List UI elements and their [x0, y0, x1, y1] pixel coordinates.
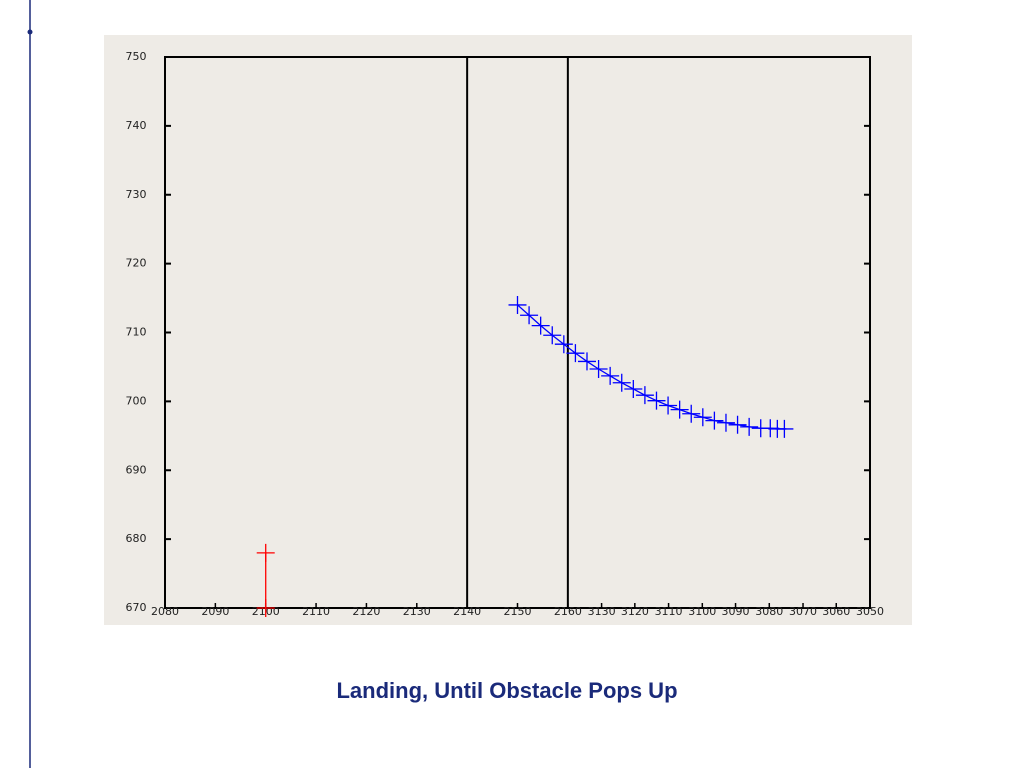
chart-background	[104, 35, 912, 625]
x-tick-label: 2150	[504, 605, 532, 618]
x-tick-label: 3080	[755, 605, 783, 618]
y-tick-label: 750	[126, 50, 147, 63]
point-marker	[589, 360, 608, 379]
x-tick-label: 3100	[688, 605, 716, 618]
x-tick-label: 3110	[655, 605, 683, 618]
x-tick-label: 2120	[352, 605, 380, 618]
x-tick-label: 3120	[621, 605, 649, 618]
x-tick-label: 2130	[403, 605, 431, 618]
y-tick-label: 730	[126, 188, 147, 201]
point-marker	[682, 404, 701, 423]
point-marker	[693, 408, 712, 427]
point-marker	[659, 396, 678, 415]
point-marker	[705, 411, 724, 430]
point-marker	[775, 419, 794, 438]
point-marker	[543, 326, 562, 345]
point-marker	[761, 419, 780, 438]
x-tick-label: 2160	[554, 605, 582, 618]
x-tick-label: 3060	[822, 605, 850, 618]
point-marker	[554, 335, 573, 354]
x-tick-label: 2090	[201, 605, 229, 618]
x-tick-label: 3070	[789, 605, 817, 618]
x-tick-label: 2140	[453, 605, 481, 618]
y-tick-label: 670	[126, 601, 147, 614]
point-marker	[624, 379, 643, 398]
point-marker	[728, 415, 747, 434]
point-marker	[635, 386, 654, 405]
y-tick-label: 680	[126, 532, 147, 545]
point-marker	[601, 366, 620, 385]
point-marker	[566, 344, 585, 363]
x-tick-label: 2080	[151, 605, 179, 618]
point-marker	[577, 352, 596, 371]
x-tick-label: 3130	[588, 605, 616, 618]
x-tick-label: 3050	[856, 605, 884, 618]
y-tick-label: 720	[126, 257, 147, 270]
point-marker	[670, 400, 689, 419]
y-tick-label: 740	[126, 119, 147, 132]
y-tick-label: 700	[126, 394, 147, 407]
y-tick-label: 690	[126, 463, 147, 476]
point-marker	[256, 599, 275, 617]
point-marker	[520, 306, 539, 325]
point-marker	[508, 295, 527, 314]
x-tick-label: 2110	[302, 605, 330, 618]
x-tick-label: 3090	[722, 605, 750, 618]
point-marker	[740, 417, 759, 436]
point-marker	[256, 543, 275, 562]
point-marker	[531, 316, 550, 335]
y-tick-label: 710	[126, 326, 147, 339]
chart-title: Landing, Until Obstacle Pops Up	[336, 678, 677, 703]
point-marker	[647, 391, 666, 410]
point-marker	[716, 413, 735, 432]
point-marker	[612, 373, 631, 392]
slide-bullet	[27, 29, 33, 35]
